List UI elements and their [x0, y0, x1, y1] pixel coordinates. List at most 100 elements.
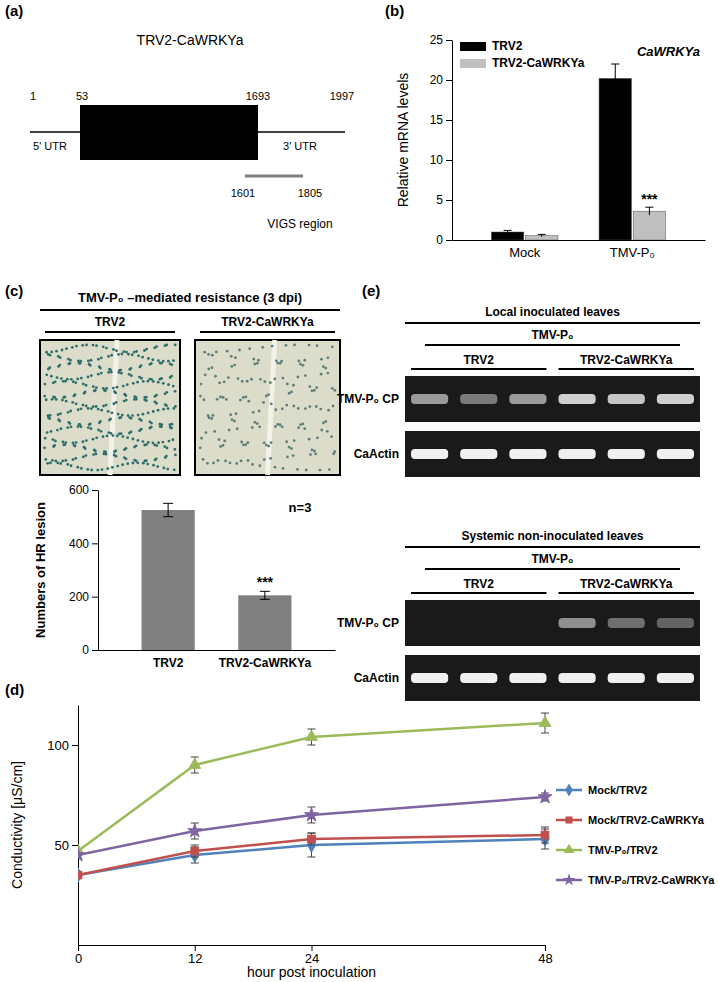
- legend-marker: [563, 873, 576, 885]
- sample-size: n=3: [289, 500, 312, 515]
- legend: Mock/TRV2Mock/TRV2-CaWRKYaTMV-P₀/TRV2TMV…: [556, 783, 715, 886]
- y-tick-label: 100: [47, 738, 69, 753]
- treatment-label: TMV-P₀: [531, 328, 573, 342]
- bar: [599, 78, 631, 240]
- x-tick: TMV-P₀: [610, 240, 655, 260]
- x-tick-mark: [312, 945, 313, 951]
- point: [308, 835, 316, 843]
- gel-title: Local inoculated leaves: [485, 305, 620, 319]
- title-rule: [40, 309, 340, 311]
- legend-label: Mock/TRV2-CaWRKYa: [588, 814, 705, 826]
- x-tick: 0: [75, 945, 82, 966]
- vigs-label: VIGS region: [267, 217, 332, 231]
- gel-band: [460, 673, 497, 683]
- plot-area: [491, 64, 665, 240]
- gel-band: [509, 673, 546, 683]
- point: [78, 848, 85, 861]
- group-label: TRV2-CaWRKYa: [580, 353, 673, 367]
- y-tick: 25: [430, 33, 452, 47]
- y-tick-label: 50: [55, 838, 69, 853]
- y-tick: 200: [69, 590, 98, 604]
- y-axis-line: [98, 491, 99, 651]
- panel-label: (a): [5, 2, 23, 19]
- group-rule: [559, 368, 695, 370]
- x-tick-mark: [195, 945, 196, 951]
- error-bar: [308, 833, 316, 857]
- panel-label: (e): [362, 282, 380, 299]
- y-tick: 10: [430, 153, 452, 167]
- row-label: TMV-P₀ CP: [337, 392, 399, 406]
- y-axis-title: Numbers of HR lesion: [33, 502, 48, 638]
- group-label: TRV2-CaWRKYa: [580, 577, 673, 591]
- x-axis-title: hour post inoculation: [247, 964, 376, 980]
- error-bar: [260, 591, 270, 599]
- gel-band: [509, 449, 546, 459]
- leaf-photo: [195, 340, 340, 475]
- position-label: 1601: [231, 187, 255, 199]
- utr-label: 3' UTR: [283, 140, 317, 152]
- point: [305, 808, 319, 821]
- group-rule: [559, 592, 695, 594]
- legend-label: Mock/TRV2: [588, 784, 647, 796]
- x-axis: MockTMV-P₀: [453, 240, 706, 260]
- y-tick-mark: [92, 543, 98, 544]
- gel-band: [657, 618, 694, 628]
- gel-band: [509, 394, 546, 404]
- point: [78, 871, 82, 879]
- y-tick: 5: [436, 193, 452, 207]
- error-bar: [191, 847, 199, 863]
- y-tick-label: 20: [430, 73, 444, 87]
- error-bar: [191, 845, 199, 857]
- x-tick-label: 0: [75, 951, 82, 966]
- legend-label: TRV2-CaWRKYa: [492, 56, 585, 70]
- gel-band: [411, 394, 448, 404]
- bar: [633, 211, 665, 240]
- y-axis: 50 100: [47, 706, 78, 946]
- point: [191, 848, 199, 862]
- y-tick-label: 10: [430, 153, 444, 167]
- significance: ***: [257, 574, 274, 590]
- error-bar: [538, 234, 546, 236]
- series-line: [78, 797, 545, 855]
- point: [538, 790, 552, 803]
- y-tick: 0: [82, 643, 98, 657]
- y-tick-mark: [446, 200, 452, 201]
- plot-area: [142, 503, 292, 650]
- y-tick: 20: [430, 73, 452, 87]
- y-axis-line: [452, 41, 453, 241]
- y-tick-mark: [446, 120, 452, 121]
- y-axis: 0200400600: [69, 483, 99, 657]
- y-tick: 0: [436, 233, 452, 247]
- legend-marker: [565, 816, 572, 823]
- y-tick-mark: [446, 40, 452, 41]
- x-tick-mark: [78, 945, 79, 951]
- image-label: TRV2: [95, 315, 126, 329]
- panel-label: (d): [5, 681, 24, 698]
- bar: [238, 595, 291, 650]
- row-label: CaActin: [354, 447, 399, 461]
- point: [306, 730, 318, 740]
- x-axis-line: [453, 240, 706, 241]
- y-tick-mark: [446, 240, 452, 241]
- panel-label: (c): [5, 282, 23, 299]
- y-tick-label: 0: [436, 233, 443, 247]
- gel-band: [608, 673, 645, 683]
- x-tick-label: 12: [188, 951, 202, 966]
- treatment-rule: [425, 344, 680, 346]
- y-tick-label: 0: [82, 643, 89, 657]
- gel-image: [405, 431, 700, 477]
- y-tick-mark: [92, 597, 98, 598]
- x-tick-label: TRV2-CaWRKYa: [219, 656, 312, 670]
- x-axis: TRV2TRV2-CaWRKYa: [99, 650, 336, 670]
- y-tick-label: 15: [430, 113, 444, 127]
- significance: ***: [641, 191, 658, 207]
- group-label: TRV2: [464, 577, 495, 591]
- point: [541, 832, 549, 846]
- error-bar: [645, 207, 653, 215]
- y-tick-label: 200: [69, 590, 89, 604]
- gel-band: [411, 673, 448, 683]
- legend-label: TMV-P₀/TRV2-CaWRKYa: [588, 874, 715, 886]
- title-rule: [405, 546, 700, 548]
- position-label: 53: [76, 90, 88, 102]
- panel-e: (e) Local inoculated leaves TMV-P₀ TRV2 TRV2…: [337, 282, 700, 701]
